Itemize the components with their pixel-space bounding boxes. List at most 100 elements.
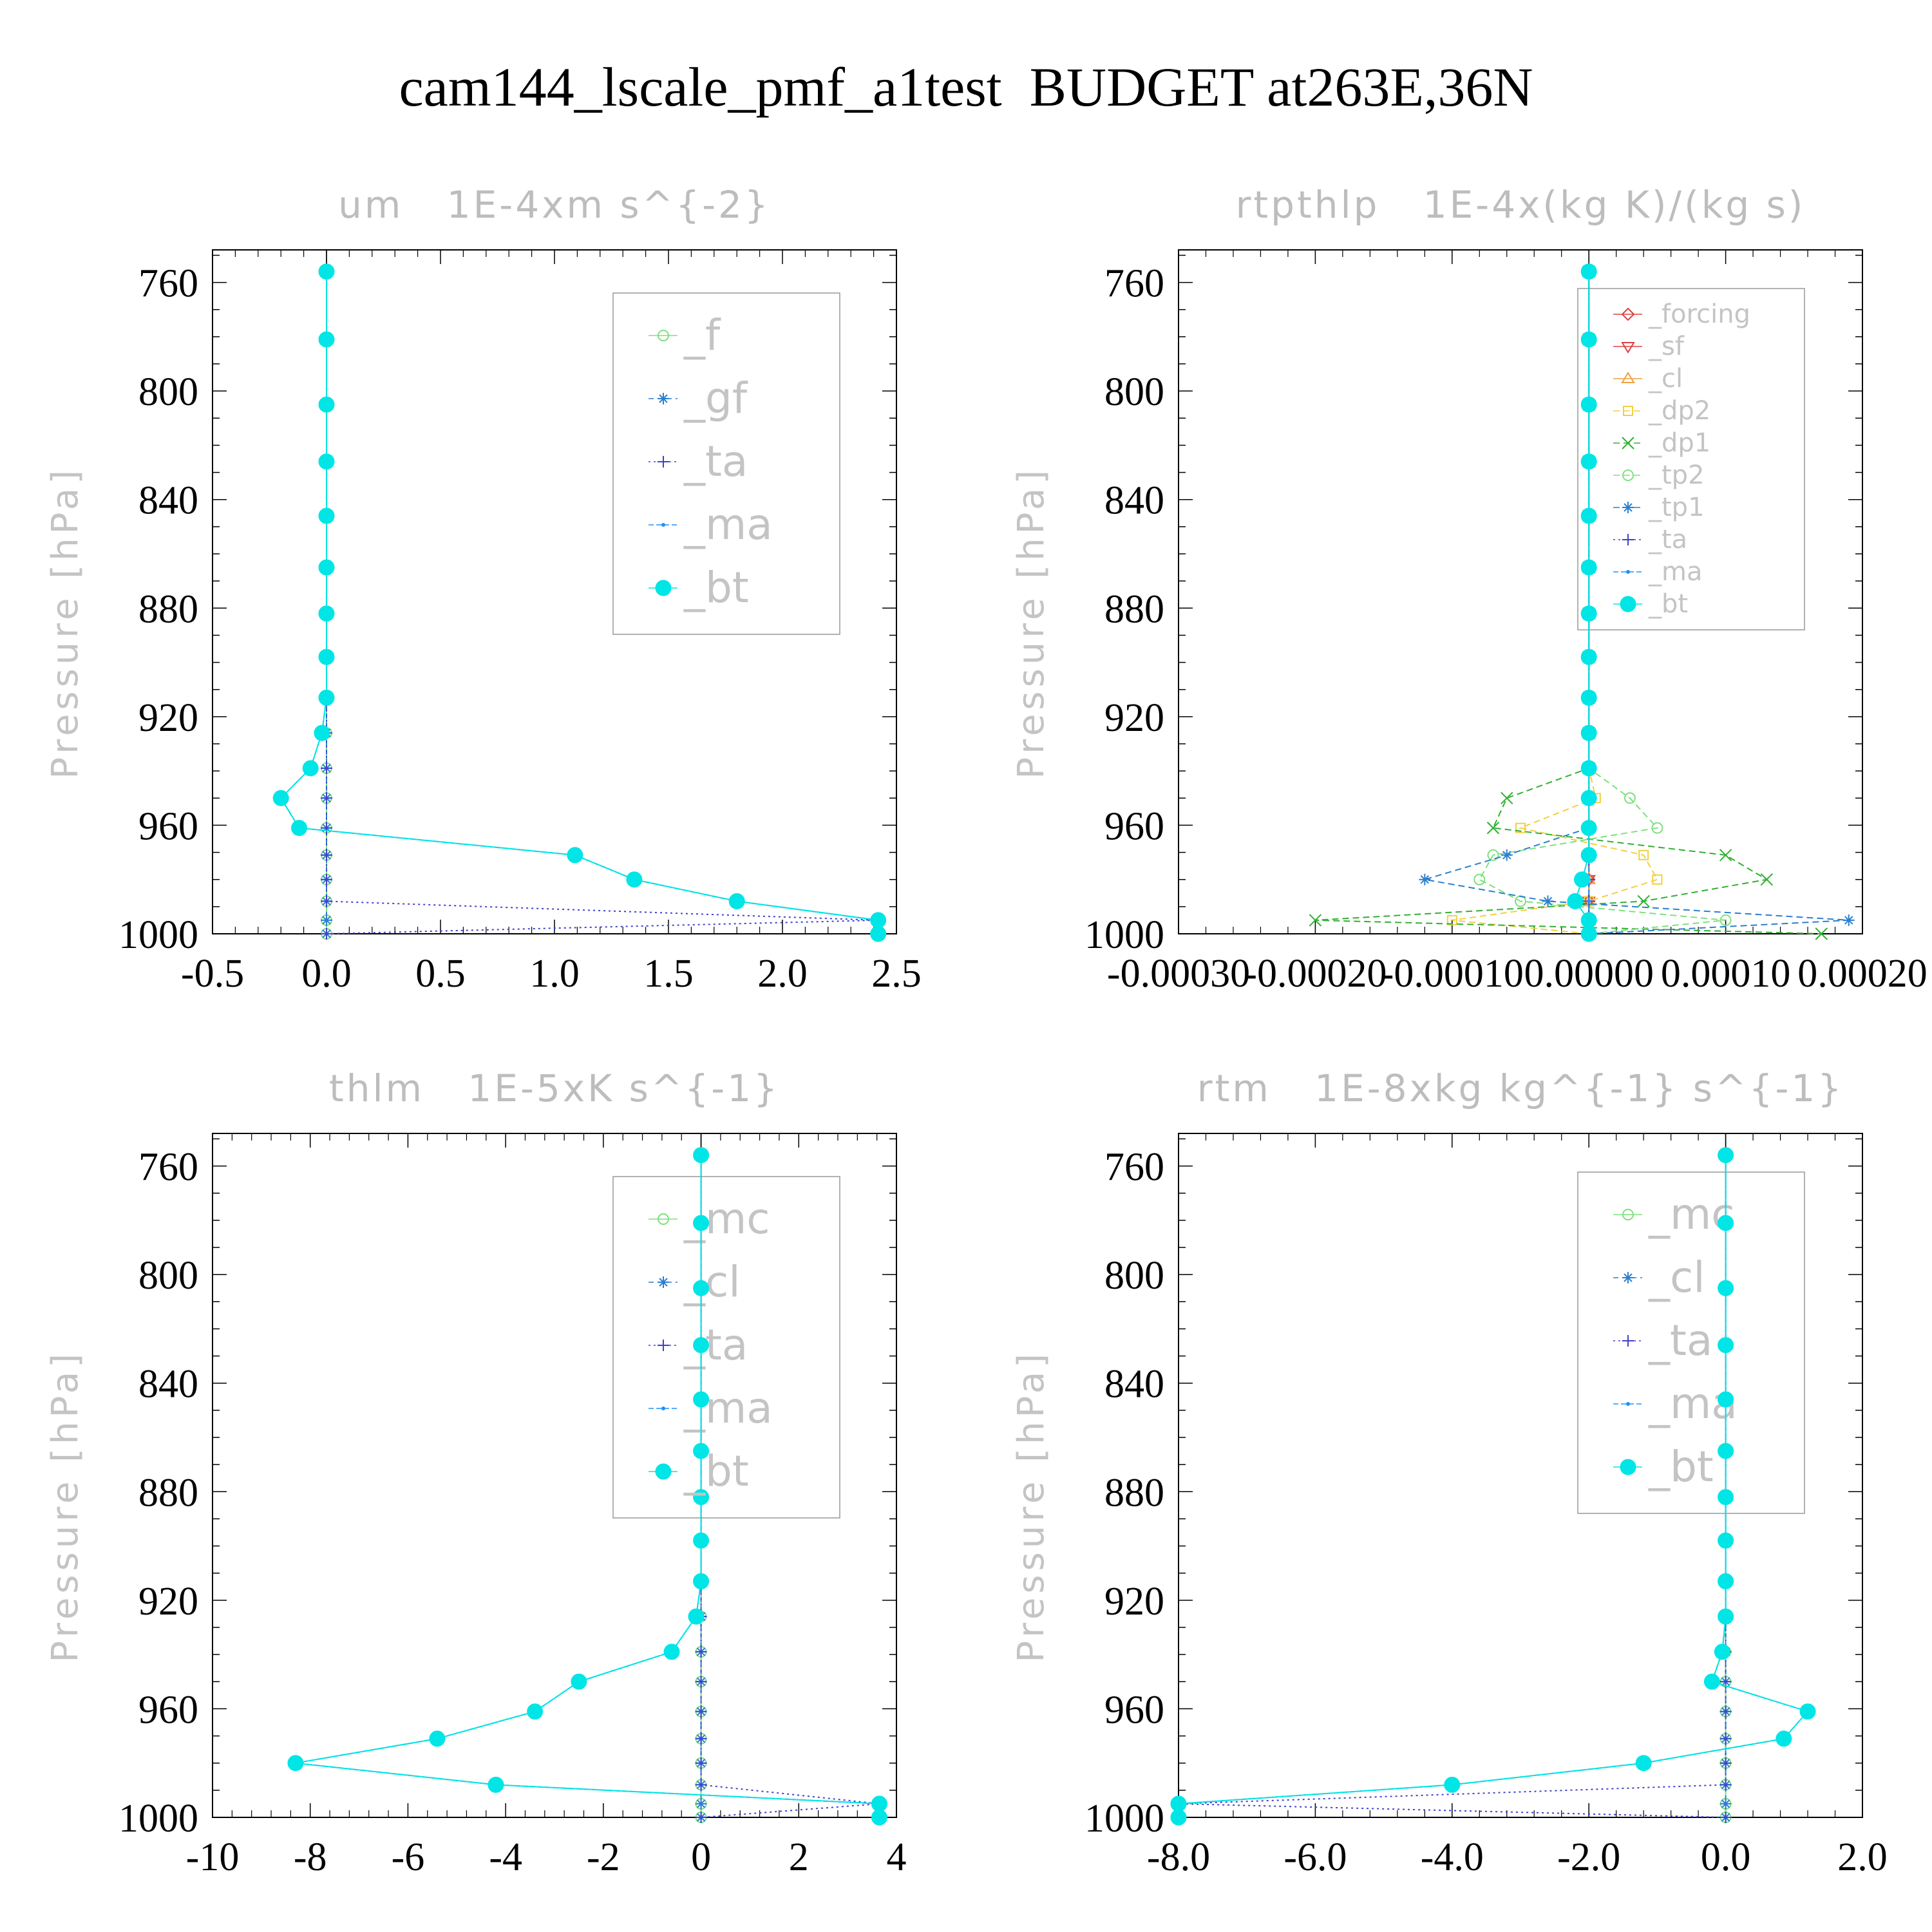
legend-box xyxy=(612,1176,840,1519)
x-tick-label: 0.00010 xyxy=(1661,952,1791,996)
data-point xyxy=(1446,914,1457,925)
data-point xyxy=(429,1730,446,1747)
data-point xyxy=(1580,507,1597,524)
panel-title: rtm 1E-8xkg kg^{-1} s^{-1} xyxy=(1197,1066,1844,1110)
data-point xyxy=(571,1673,587,1690)
y-tick-label: 1000 xyxy=(1084,913,1164,957)
legend-marker xyxy=(1622,534,1634,545)
data-point xyxy=(1501,849,1513,861)
data-point xyxy=(1567,893,1584,909)
y-tick-label: 840 xyxy=(1104,479,1164,523)
data-point xyxy=(1719,849,1732,862)
data-point xyxy=(1501,791,1513,804)
x-tick-label: -0.00010 xyxy=(1381,952,1524,996)
legend-marker xyxy=(658,330,669,341)
legend-entry: _ma xyxy=(683,1383,773,1433)
y-axis-label: Pressure [hPa] xyxy=(44,466,86,779)
data-point xyxy=(1580,689,1597,706)
data-point xyxy=(663,1643,680,1660)
data-point xyxy=(1815,927,1828,940)
data-point xyxy=(287,1755,304,1772)
data-point xyxy=(318,507,335,524)
data-point xyxy=(321,822,332,834)
data-point xyxy=(1714,1643,1730,1660)
panel-title: rtpthlp 1E-4x(kg K)/(kg s) xyxy=(1236,183,1806,227)
data-point xyxy=(1580,724,1597,741)
legend-marker xyxy=(658,1340,669,1351)
x-tick-label: -2 xyxy=(587,1835,620,1879)
data-point xyxy=(321,928,332,940)
data-point xyxy=(693,1573,710,1589)
data-point xyxy=(695,1812,707,1823)
data-point xyxy=(1718,1215,1734,1231)
data-point xyxy=(1444,1776,1461,1793)
y-tick-label: 840 xyxy=(1104,1363,1164,1406)
panel-rtpthlp: rtpthlp 1E-4x(kg K)/(kg s) Pressure [hPa]… xyxy=(1010,183,1927,996)
data-point xyxy=(870,912,887,929)
x-tick-label: 0.00000 xyxy=(1524,952,1654,996)
data-point xyxy=(1718,1573,1734,1589)
data-point xyxy=(1776,1730,1792,1747)
data-point xyxy=(1719,914,1732,926)
x-tick-label: -2.0 xyxy=(1557,1835,1620,1879)
y-tick-label: 760 xyxy=(138,262,198,306)
legend-marker xyxy=(658,456,669,468)
data-point xyxy=(1580,912,1597,929)
data-point xyxy=(291,820,308,837)
data-point xyxy=(1580,331,1597,348)
y-tick-label: 920 xyxy=(138,1580,198,1624)
data-point xyxy=(1718,1443,1734,1459)
legend-marker xyxy=(1626,570,1630,574)
data-point xyxy=(321,873,332,886)
data-point xyxy=(1718,1532,1734,1549)
data-point xyxy=(1580,649,1597,665)
data-point xyxy=(1580,263,1597,280)
data-point xyxy=(693,1337,710,1354)
data-point xyxy=(1624,792,1636,804)
series-line-ma xyxy=(295,1155,880,1817)
x-tick-label: -4 xyxy=(489,1835,522,1879)
data-point xyxy=(695,1779,707,1791)
data-point xyxy=(302,760,319,777)
plot-frame xyxy=(1178,1133,1863,1818)
legend-entry: _ta xyxy=(1648,525,1687,554)
x-tick-label: 0.00020 xyxy=(1797,952,1927,996)
data-point xyxy=(318,396,335,413)
legend-marker xyxy=(1620,1459,1636,1475)
legend-marker xyxy=(661,523,665,527)
data-point xyxy=(318,453,335,470)
data-point xyxy=(1587,899,1591,904)
data-point xyxy=(1719,1797,1732,1810)
legend-marker xyxy=(658,1276,669,1288)
panel-rtm: rtm 1E-8xkg kg^{-1} s^{-1} Pressure [hPa]… xyxy=(1010,1066,1888,1879)
data-point xyxy=(695,1676,707,1688)
data-point xyxy=(1580,396,1597,413)
data-point xyxy=(1487,849,1499,861)
x-tick-label: -6 xyxy=(392,1835,425,1879)
legend-box xyxy=(612,292,840,635)
data-point xyxy=(871,1809,887,1826)
legend-marker xyxy=(1621,307,1635,321)
y-tick-label: 960 xyxy=(138,1688,198,1732)
data-point xyxy=(1799,1703,1816,1720)
data-point xyxy=(1542,895,1554,907)
data-point xyxy=(1760,873,1774,886)
legend-entry: _tp1 xyxy=(1648,493,1705,522)
x-tick-label: 0.0 xyxy=(301,952,352,996)
data-point xyxy=(318,263,335,280)
y-tick-label: 800 xyxy=(138,1254,198,1298)
legend-entry: _dp2 xyxy=(1648,396,1710,426)
data-point xyxy=(1580,760,1597,777)
x-tick-label: 1.0 xyxy=(529,952,580,996)
data-point xyxy=(1651,822,1663,834)
data-point xyxy=(1719,1779,1732,1791)
legend-entry: _ma xyxy=(683,500,773,549)
data-point xyxy=(1309,914,1322,927)
y-tick-label: 840 xyxy=(138,479,198,523)
legend-marker xyxy=(655,1463,672,1480)
data-point xyxy=(1719,1732,1732,1745)
data-point xyxy=(321,762,332,774)
data-point xyxy=(488,1776,504,1793)
legend-marker xyxy=(1621,372,1635,383)
